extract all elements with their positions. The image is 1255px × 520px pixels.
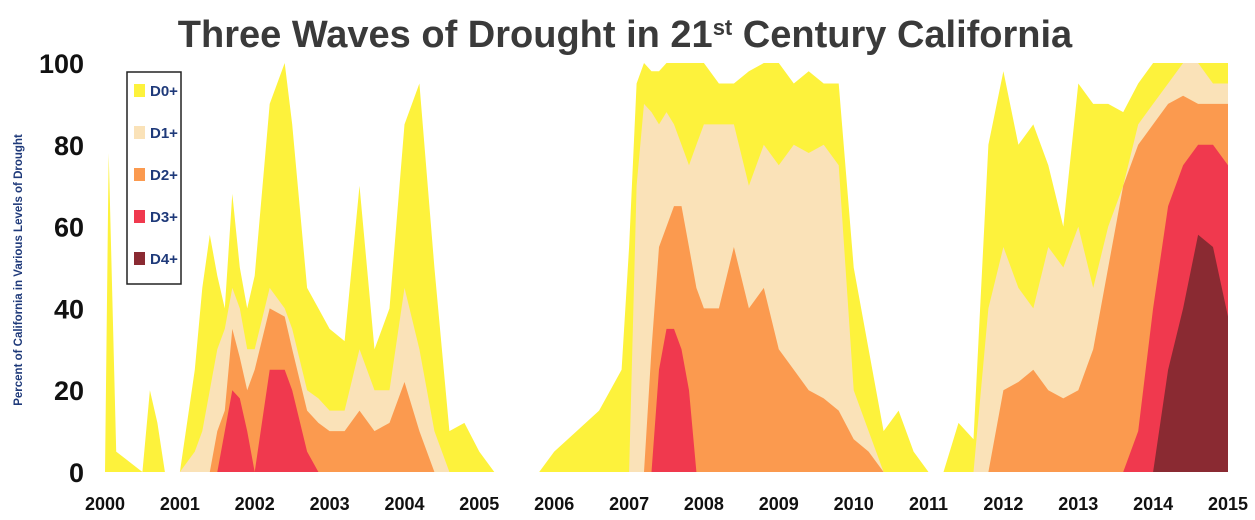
legend: D0+ D1+ D2+ D3+ D4+ xyxy=(126,71,182,285)
legend-swatch xyxy=(134,168,145,181)
y-axis-label: Percent of California in Various Levels … xyxy=(13,134,25,406)
y-tick-label: 100 xyxy=(39,49,84,79)
x-tick-label: 2015 xyxy=(1208,494,1248,514)
x-tick-label: 2002 xyxy=(235,494,275,514)
x-tick-label: 2010 xyxy=(834,494,874,514)
y-tick-label: 0 xyxy=(69,458,84,488)
x-tick-label: 2014 xyxy=(1133,494,1173,514)
x-tick-label: 2000 xyxy=(85,494,125,514)
legend-label: D0+ xyxy=(150,83,178,100)
x-tick-label: 2009 xyxy=(759,494,799,514)
x-tick-label: 2001 xyxy=(160,494,200,514)
x-tick-label: 2005 xyxy=(459,494,499,514)
legend-label: D2+ xyxy=(150,167,178,184)
x-tick-label: 2011 xyxy=(909,494,948,514)
legend-swatch xyxy=(134,252,145,265)
y-tick-label: 40 xyxy=(54,294,84,324)
x-tick-labels: 2000 2001 2002 2003 2004 2005 2006 2007 2008 2009… xyxy=(85,494,1248,514)
x-tick-label: 2006 xyxy=(534,494,574,514)
x-tick-label: 2008 xyxy=(684,494,724,514)
legend-swatch xyxy=(134,126,145,139)
x-tick-label: 2013 xyxy=(1058,494,1098,514)
area-d2-plus xyxy=(105,95,1228,472)
y-tick-label: 80 xyxy=(54,131,84,161)
x-tick-label: 2004 xyxy=(384,494,424,514)
legend-swatch xyxy=(134,210,145,223)
x-tick-label: 2003 xyxy=(310,494,350,514)
area-layers xyxy=(105,63,1228,473)
x-tick-label: 2007 xyxy=(609,494,649,514)
area-d3-plus xyxy=(105,144,1228,473)
legend-label: D4+ xyxy=(150,251,178,268)
chart-title: Three Waves of Drought in 21st Century C… xyxy=(178,14,1073,56)
legend-label: D1+ xyxy=(150,125,178,142)
y-tick-label: 20 xyxy=(54,376,84,406)
y-tick-labels: 0 20 40 60 80 100 xyxy=(39,49,84,488)
y-tick-label: 60 xyxy=(54,213,84,243)
legend-label: D3+ xyxy=(150,209,178,226)
legend-swatch xyxy=(134,84,145,97)
x-tick-label: 2012 xyxy=(983,494,1023,514)
